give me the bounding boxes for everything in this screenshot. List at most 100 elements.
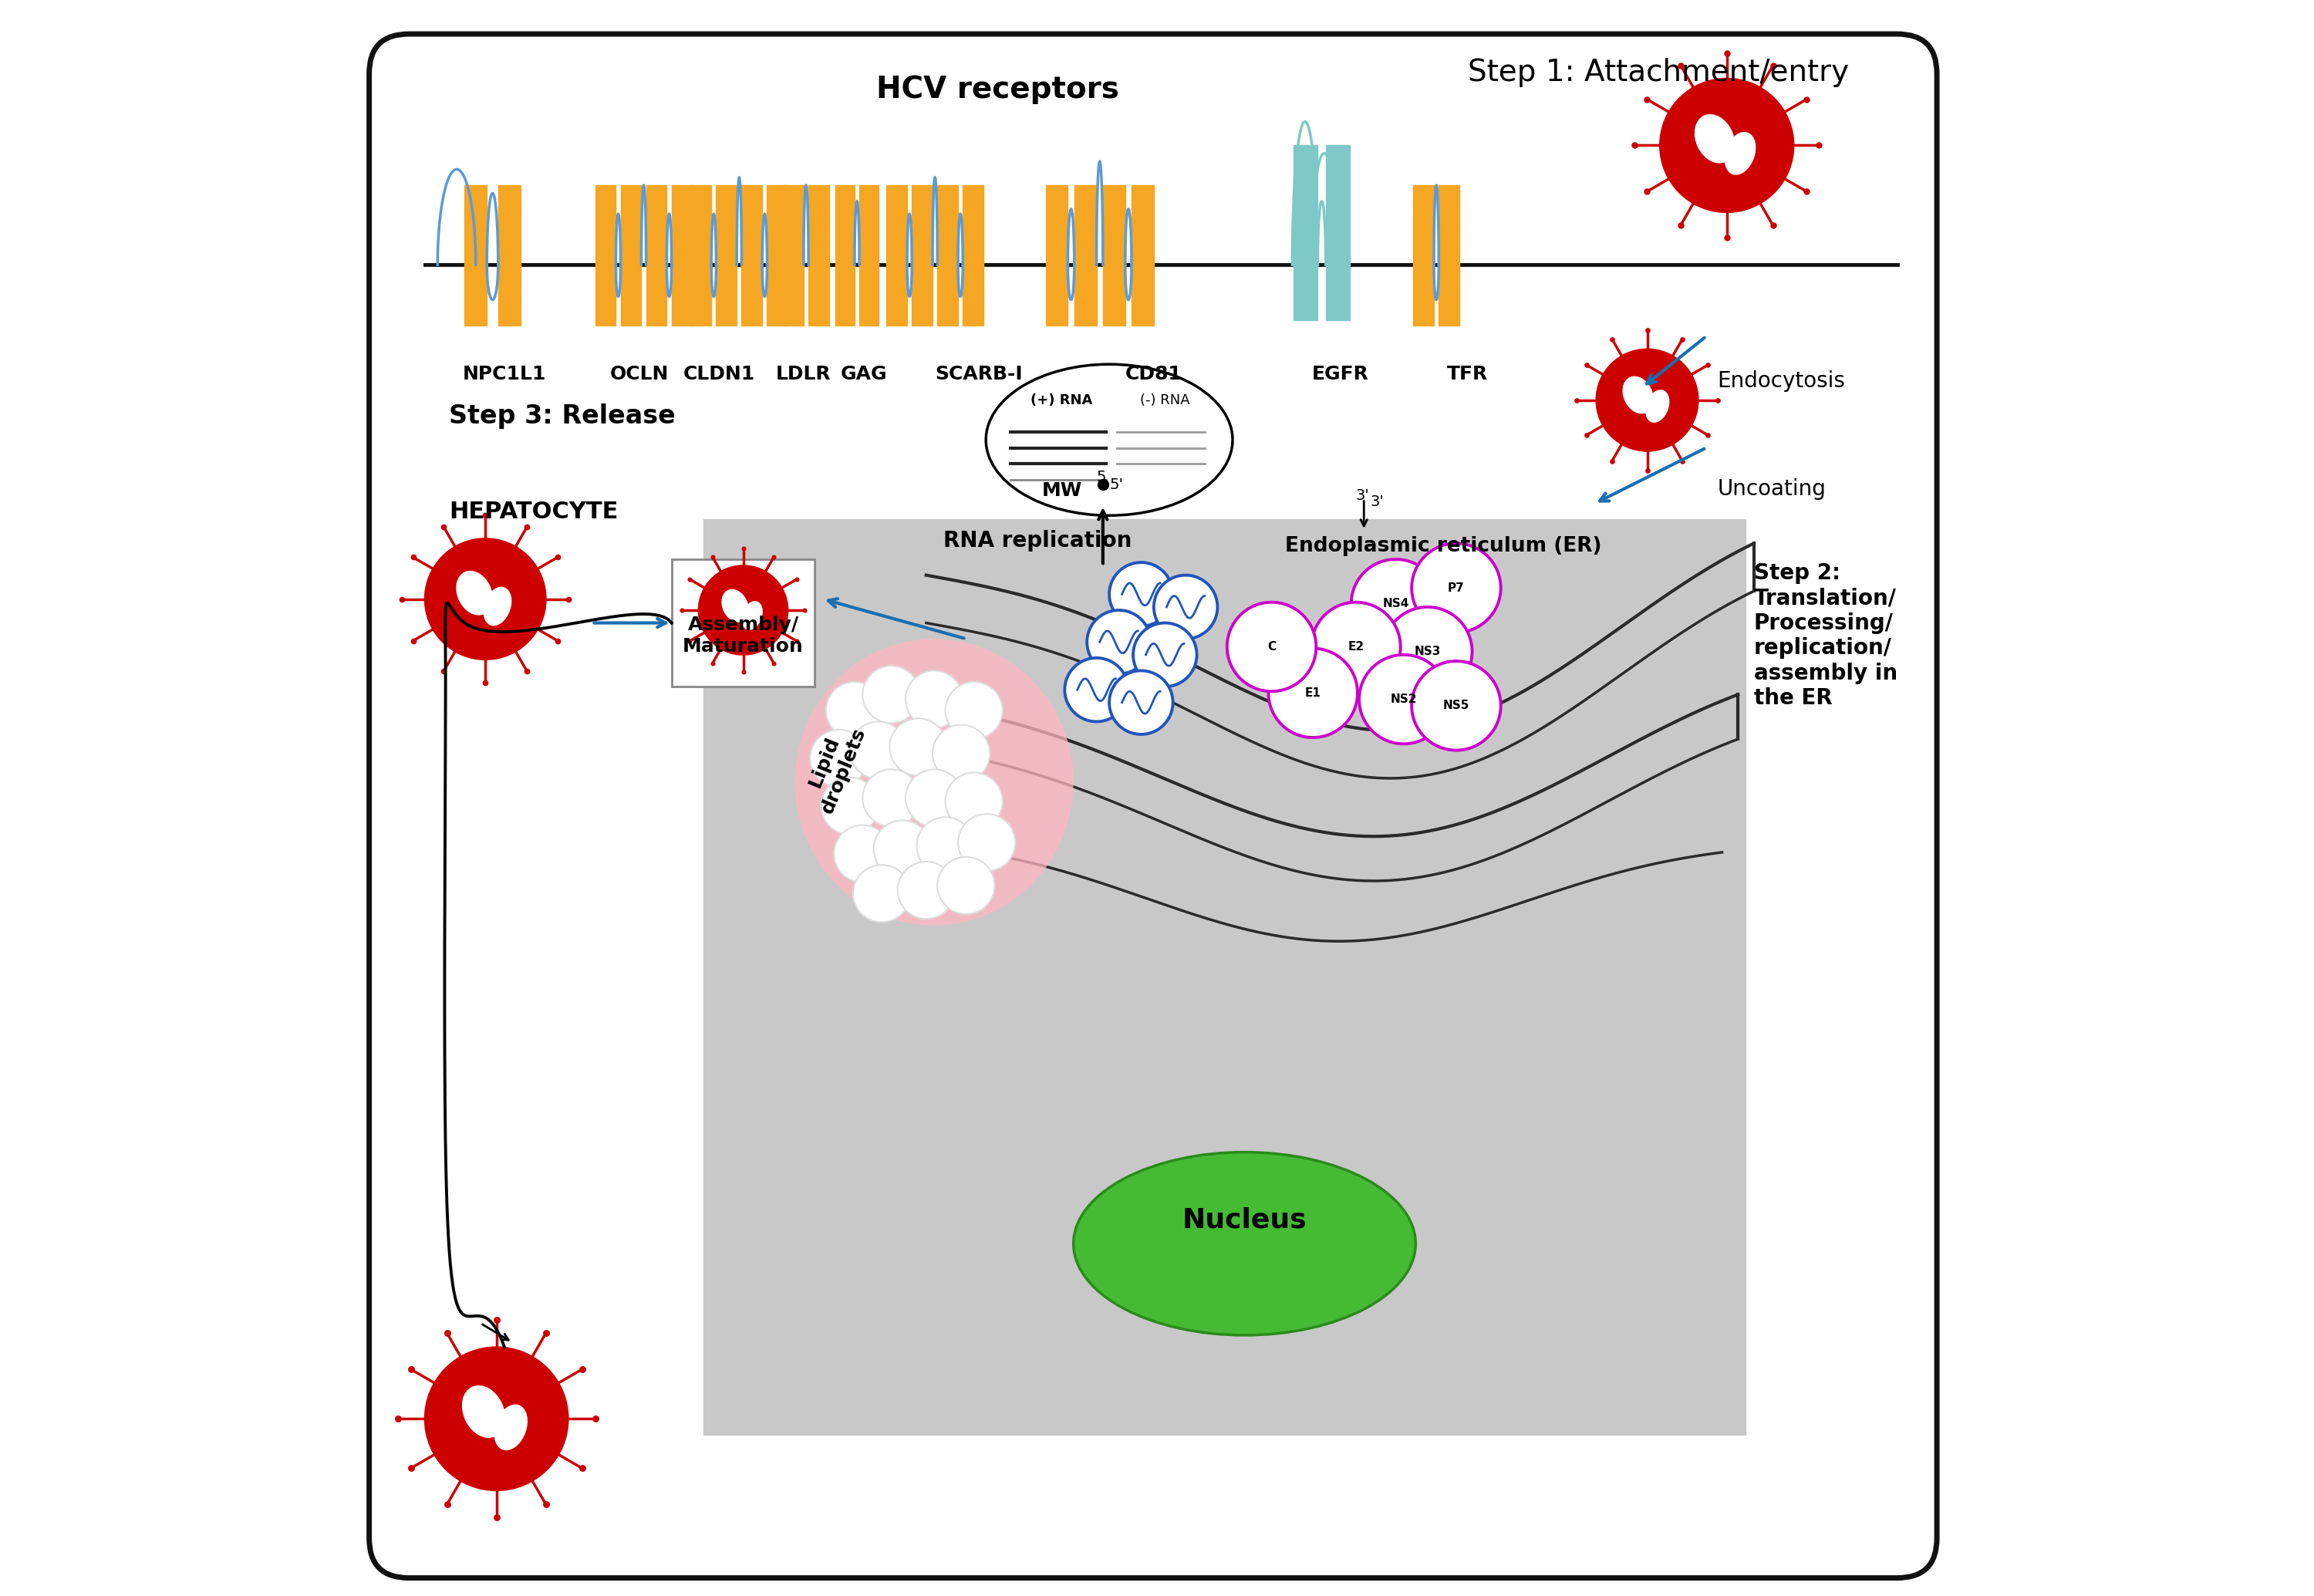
Bar xyxy=(886,185,907,326)
Text: 5': 5' xyxy=(1108,477,1122,492)
Text: CD81: CD81 xyxy=(1125,365,1182,383)
Text: HEPATOCYTE: HEPATOCYTE xyxy=(449,500,618,522)
Bar xyxy=(671,559,815,686)
Text: LDLR: LDLR xyxy=(775,365,831,383)
Circle shape xyxy=(1226,602,1317,691)
Bar xyxy=(782,185,803,326)
Text: 3': 3' xyxy=(1356,488,1370,503)
Bar xyxy=(1074,185,1097,326)
Ellipse shape xyxy=(463,1385,504,1438)
Circle shape xyxy=(1412,661,1502,750)
Text: 3': 3' xyxy=(1370,495,1384,509)
Circle shape xyxy=(1597,350,1698,452)
Text: Endocytosis: Endocytosis xyxy=(1717,370,1844,391)
Bar xyxy=(690,185,710,326)
Bar xyxy=(1046,185,1067,326)
Bar xyxy=(766,185,787,326)
Circle shape xyxy=(933,725,990,782)
Bar xyxy=(808,185,828,326)
Circle shape xyxy=(937,857,995,915)
Ellipse shape xyxy=(1622,377,1652,413)
Ellipse shape xyxy=(484,587,511,626)
Bar xyxy=(715,185,736,326)
Bar xyxy=(498,185,521,326)
Text: GAG: GAG xyxy=(840,365,889,383)
FancyBboxPatch shape xyxy=(370,34,1937,1578)
Circle shape xyxy=(905,670,963,728)
Ellipse shape xyxy=(1074,1152,1416,1336)
Text: C: C xyxy=(1268,642,1275,653)
Circle shape xyxy=(1134,622,1196,686)
Text: Assembly/
Maturation: Assembly/ Maturation xyxy=(683,616,803,656)
Bar xyxy=(1132,185,1155,326)
Circle shape xyxy=(699,565,787,654)
Bar xyxy=(858,185,879,326)
Text: Uncoating: Uncoating xyxy=(1717,479,1826,500)
Circle shape xyxy=(1384,606,1472,696)
Ellipse shape xyxy=(1696,115,1736,163)
Bar xyxy=(1326,145,1349,321)
Text: NS3: NS3 xyxy=(1414,646,1442,658)
Circle shape xyxy=(849,721,907,779)
Text: Step 3: Release: Step 3: Release xyxy=(449,404,676,429)
Bar xyxy=(646,185,666,326)
Circle shape xyxy=(833,825,891,883)
Circle shape xyxy=(1659,78,1793,212)
Ellipse shape xyxy=(1645,389,1668,423)
Circle shape xyxy=(854,865,909,922)
Circle shape xyxy=(1358,654,1449,744)
Circle shape xyxy=(826,681,884,739)
Circle shape xyxy=(863,666,921,723)
Bar xyxy=(620,185,641,326)
Circle shape xyxy=(1351,559,1439,648)
Ellipse shape xyxy=(495,1404,528,1449)
Text: TFR: TFR xyxy=(1446,365,1488,383)
Bar xyxy=(1414,185,1435,326)
Circle shape xyxy=(916,817,974,875)
Circle shape xyxy=(821,777,879,835)
Ellipse shape xyxy=(1724,132,1756,174)
Circle shape xyxy=(875,820,930,878)
Circle shape xyxy=(1064,658,1129,721)
Text: NPC1L1: NPC1L1 xyxy=(463,365,546,383)
Bar xyxy=(703,519,1745,1435)
Circle shape xyxy=(426,1347,569,1491)
Bar xyxy=(1439,185,1460,326)
Text: E2: E2 xyxy=(1347,642,1363,653)
Bar xyxy=(912,185,933,326)
Text: E1: E1 xyxy=(1305,688,1321,699)
Circle shape xyxy=(1108,562,1173,626)
Bar xyxy=(835,185,854,326)
Text: P7: P7 xyxy=(1449,583,1465,594)
Text: HCV receptors: HCV receptors xyxy=(877,75,1120,104)
Circle shape xyxy=(863,769,921,827)
Text: Lipid
droplets: Lipid droplets xyxy=(798,717,870,816)
Text: EGFR: EGFR xyxy=(1312,365,1368,383)
Circle shape xyxy=(958,814,1016,871)
Text: RNA replication: RNA replication xyxy=(944,530,1132,551)
Bar xyxy=(937,185,958,326)
Circle shape xyxy=(1088,610,1150,674)
Ellipse shape xyxy=(722,589,747,622)
Circle shape xyxy=(889,718,946,776)
Bar xyxy=(595,185,616,326)
Circle shape xyxy=(426,538,546,659)
Circle shape xyxy=(905,769,963,827)
Circle shape xyxy=(1412,543,1502,632)
Text: Nucleus: Nucleus xyxy=(1182,1207,1307,1234)
Circle shape xyxy=(946,772,1002,830)
Text: Step 2:
Translation/
Processing/
replication/
assembly in
the ER: Step 2: Translation/ Processing/ replica… xyxy=(1754,562,1897,709)
Ellipse shape xyxy=(796,638,1074,926)
Ellipse shape xyxy=(986,364,1233,516)
Bar xyxy=(1294,145,1317,321)
Circle shape xyxy=(1155,575,1217,638)
Circle shape xyxy=(810,729,868,787)
Text: NS2: NS2 xyxy=(1391,694,1416,705)
Text: 5: 5 xyxy=(1097,469,1106,485)
Ellipse shape xyxy=(456,571,493,614)
Text: OCLN: OCLN xyxy=(611,365,669,383)
Text: Endoplasmic reticulum (ER): Endoplasmic reticulum (ER) xyxy=(1284,536,1601,557)
Text: NS5: NS5 xyxy=(1444,701,1469,712)
Text: Step 1: Attachment/entry: Step 1: Attachment/entry xyxy=(1467,57,1849,88)
Circle shape xyxy=(898,862,956,919)
